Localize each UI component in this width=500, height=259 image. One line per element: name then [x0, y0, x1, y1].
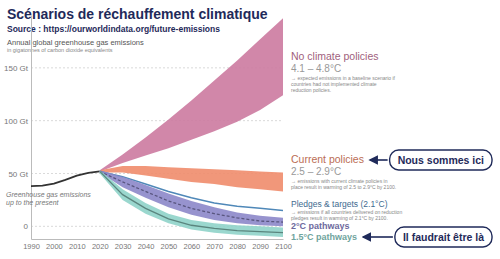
x-tick-label: 2020: [92, 242, 109, 251]
series-description: reduction policies.: [291, 87, 331, 93]
callout-arrow: [363, 236, 393, 238]
band-area: [100, 18, 283, 171]
subtitle: Source : https://ourworldindata.org/futu…: [7, 24, 220, 34]
callout: Nous sommes ici: [370, 150, 492, 170]
x-tick: 2050: [161, 239, 178, 251]
series-label: Pledges & targets (2.1°C): [291, 199, 388, 209]
series-line: [31, 171, 100, 186]
annotation-line: up to the present: [6, 199, 60, 207]
callout-text: Nous sommes ici: [398, 154, 484, 166]
series-description: place result in warming of 2.5 to 2.9°C …: [291, 184, 396, 190]
x-tick-label: 2080: [229, 242, 246, 251]
x-tick: 2070: [206, 239, 223, 251]
y-axis-title: Annual global greenhouse gas emissions: [7, 38, 144, 47]
series-label: Current policies: [291, 153, 364, 165]
series-labels: Greenhouse gas emissionsup to the presen…: [6, 50, 402, 242]
band-area: [100, 170, 283, 237]
y-tick-label: 50 Gt: [8, 170, 28, 179]
x-tick-label: 2010: [69, 242, 86, 251]
x-tick: 2020: [92, 239, 109, 251]
x-tick-label: 2100: [275, 242, 292, 251]
y-tick: 100 Gt: [4, 117, 31, 126]
y-axis-subtitle: in gigatonnes of carbon dioxide equivale…: [7, 47, 113, 53]
callout-text: Il faudrait être là: [403, 231, 484, 243]
callout-box: [390, 150, 492, 170]
x-tick: 2010: [69, 239, 86, 251]
x-tick: 2060: [184, 239, 201, 251]
callout-box: [395, 227, 492, 247]
series-label: 2°C pathways: [291, 221, 350, 231]
title: Scénarios de réchauffement climatique: [7, 6, 268, 22]
x-axis: 1990 2000 2010 2020 2030 2040 2050 2060 2070 2080…: [23, 239, 292, 251]
x-tick-label: 2030: [115, 242, 132, 251]
x-tick-label: 2070: [206, 242, 223, 251]
x-tick-label: 2040: [138, 242, 155, 251]
y-tick-label: 150 Gt: [4, 64, 29, 73]
x-tick: 2000: [46, 239, 63, 251]
x-tick: 2040: [138, 239, 155, 251]
callout: Il faudrait être là: [363, 227, 492, 247]
chart: Scénarios de réchauffement climatique Sou…: [0, 0, 500, 259]
history-annotation: Greenhouse gas emissionsup to the presen…: [6, 191, 91, 207]
y-tick-label: 0: [24, 222, 29, 231]
callouts: Nous sommes ici Il faudrait être là: [363, 150, 492, 247]
x-tick: 2100: [275, 239, 292, 251]
x-tick-label: 2090: [252, 242, 269, 251]
x-tick-label: 2060: [184, 242, 201, 251]
x-tick: 2090: [252, 239, 269, 251]
x-tick-label: 1990: [23, 242, 40, 251]
y-tick: 50 Gt: [8, 170, 31, 179]
x-tick: 2080: [229, 239, 246, 251]
series-label: No climate policies: [291, 50, 379, 62]
x-tick: 1990: [23, 239, 40, 251]
grid-line: [31, 120, 283, 121]
x-tick-label: 2050: [161, 242, 178, 251]
plot-marks: [31, 18, 283, 237]
annotation-line: Greenhouse gas emissions: [6, 191, 91, 199]
series-label: 1.5°C pathways: [291, 232, 357, 242]
series-detail: 4.1 – 4.8°C: [291, 63, 341, 74]
callout-arrow: [370, 159, 388, 161]
y-tick: 0: [24, 222, 31, 231]
band-median-line: [100, 171, 283, 232]
y-tick: 150 Gt: [4, 64, 31, 73]
chart-container: Scénarios de réchauffement climatique Sou…: [0, 0, 500, 259]
x-tick: 2030: [115, 239, 132, 251]
x-tick-label: 2000: [46, 242, 63, 251]
series-detail: 2.5 – 2.9°C: [291, 166, 341, 177]
y-tick-label: 100 Gt: [4, 117, 29, 126]
x-axis-line: [32, 239, 284, 240]
